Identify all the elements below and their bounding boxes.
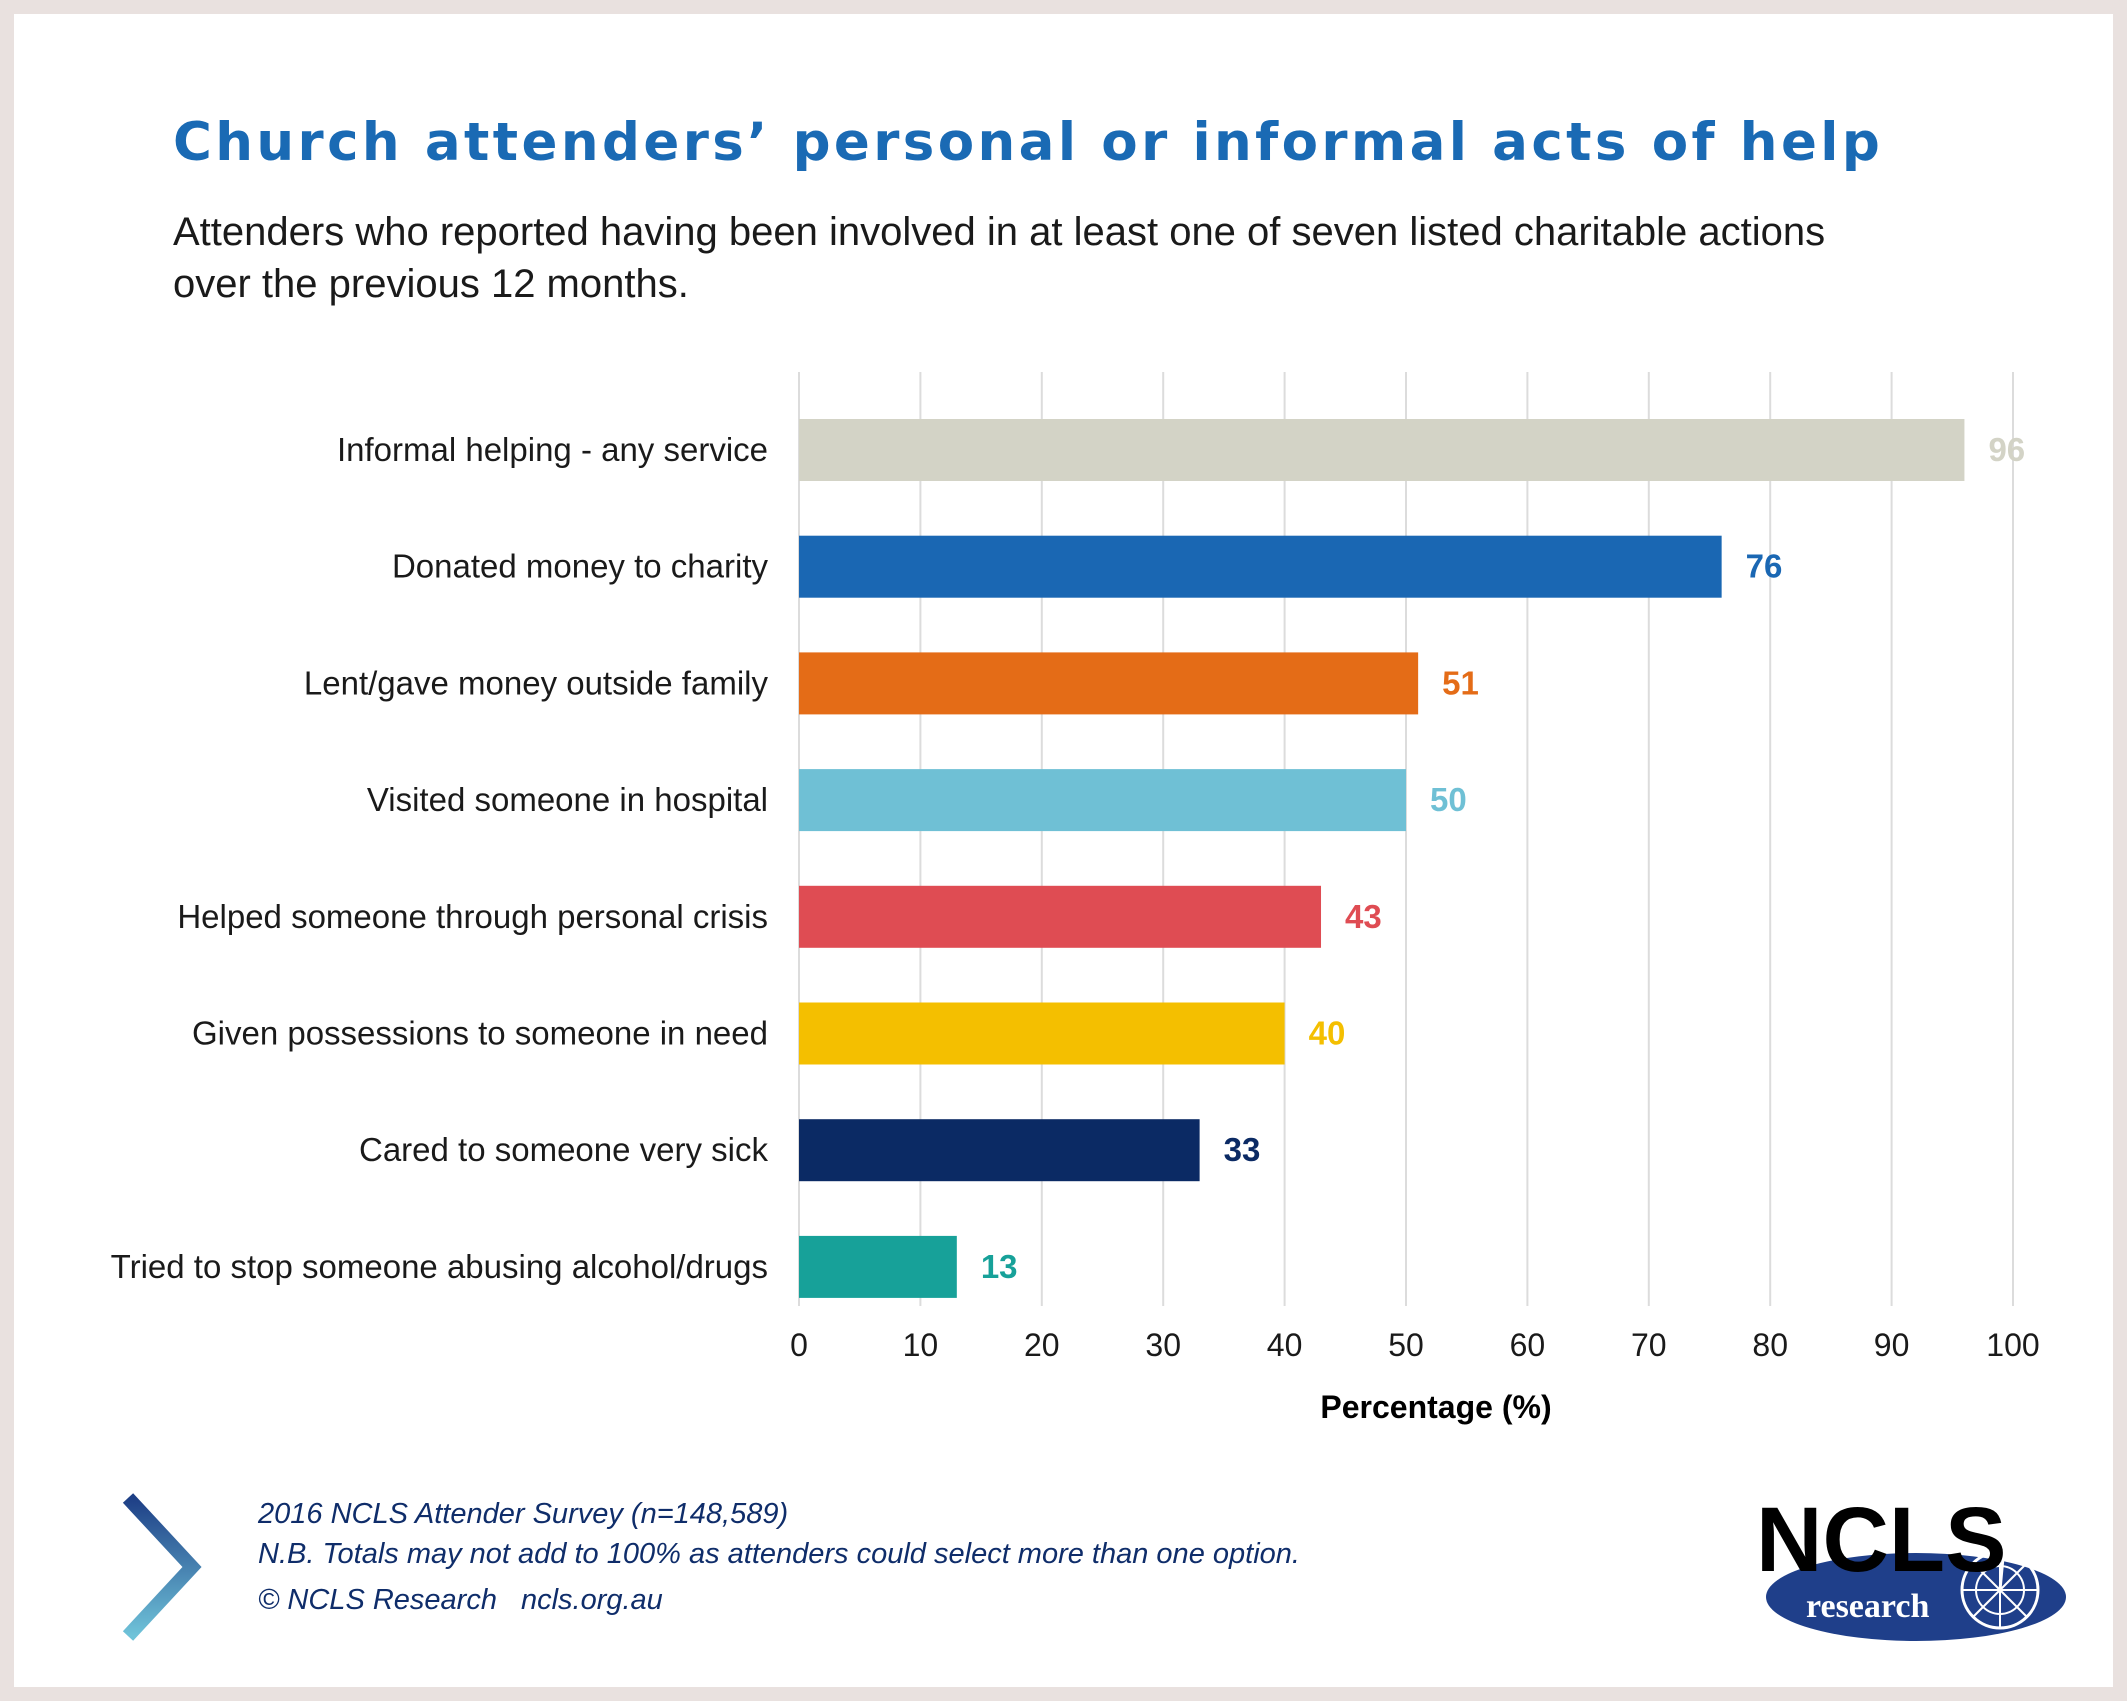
category-label: Visited someone in hospital	[367, 781, 768, 818]
x-tick-label: 30	[1145, 1327, 1181, 1363]
data-label: 13	[981, 1248, 1018, 1285]
bar	[799, 652, 1419, 715]
x-tick-label: 90	[1874, 1327, 1910, 1363]
x-tick-label: 10	[903, 1327, 939, 1363]
logo-wordmark: NCLS	[1756, 1489, 2006, 1591]
ncls-research-logo: NCLS research	[1756, 1489, 2066, 1641]
x-tick-label: 40	[1267, 1327, 1303, 1363]
category-label: Donated money to charity	[392, 548, 769, 585]
data-label: 43	[1345, 898, 1382, 935]
data-label: 51	[1442, 664, 1479, 701]
bar	[799, 769, 1406, 832]
note-line: N.B. Totals may not add to 100% as atten…	[258, 1538, 1300, 1570]
data-label: 76	[1746, 548, 1783, 585]
bar	[799, 885, 1322, 948]
globe-icon	[1960, 1517, 2040, 1630]
bar	[799, 1002, 1285, 1065]
x-tick-label: 70	[1631, 1327, 1667, 1363]
page-title: Church attenders’ personal or informal a…	[173, 112, 1884, 173]
data-label: 40	[1309, 1015, 1346, 1052]
bar	[799, 1235, 957, 1298]
bar	[799, 535, 1722, 598]
category-label: Lent/gave money outside family	[304, 664, 769, 701]
copyright-text: © NCLS Research	[258, 1584, 497, 1616]
x-tick-label: 100	[1986, 1327, 2039, 1363]
category-label: Cared to someone very sick	[359, 1131, 769, 1168]
x-tick-label: 20	[1024, 1327, 1060, 1363]
source-line: 2016 NCLS Attender Survey (n=148,589)	[258, 1498, 789, 1530]
x-tick-label: 60	[1510, 1327, 1546, 1363]
bar-chart: Informal helping - any service 96 Donated …	[111, 372, 2040, 1425]
page-subtitle: Attenders who reported having been invol…	[173, 210, 1826, 306]
x-tick-label: 80	[1752, 1327, 1788, 1363]
category-label: Tried to stop someone abusing alcohol/dr…	[111, 1248, 768, 1285]
infographic-card	[14, 14, 2113, 1687]
data-label: 33	[1224, 1131, 1261, 1168]
data-label: 50	[1430, 781, 1467, 818]
bar	[799, 1119, 1200, 1182]
website-link[interactable]: ncls.org.au	[520, 1584, 663, 1616]
x-tick-label: 50	[1388, 1327, 1424, 1363]
x-tick-label: 0	[790, 1327, 808, 1363]
source-note: 2016 NCLS Attender Survey (n=148,589) N.…	[258, 1494, 1300, 1574]
chevron-icon	[122, 1493, 202, 1641]
logo-tagline: research	[1806, 1588, 1929, 1625]
copyright-line: © NCLS Research ncls.org.au	[258, 1584, 663, 1617]
x-axis-title: Percentage (%)	[1320, 1389, 1551, 1425]
category-label: Informal helping - any service	[337, 431, 768, 468]
category-label: Helped someone through personal crisis	[177, 898, 768, 935]
data-label: 96	[1988, 431, 2025, 468]
category-label: Given possessions to someone in need	[192, 1015, 768, 1052]
bar	[799, 419, 1965, 481]
